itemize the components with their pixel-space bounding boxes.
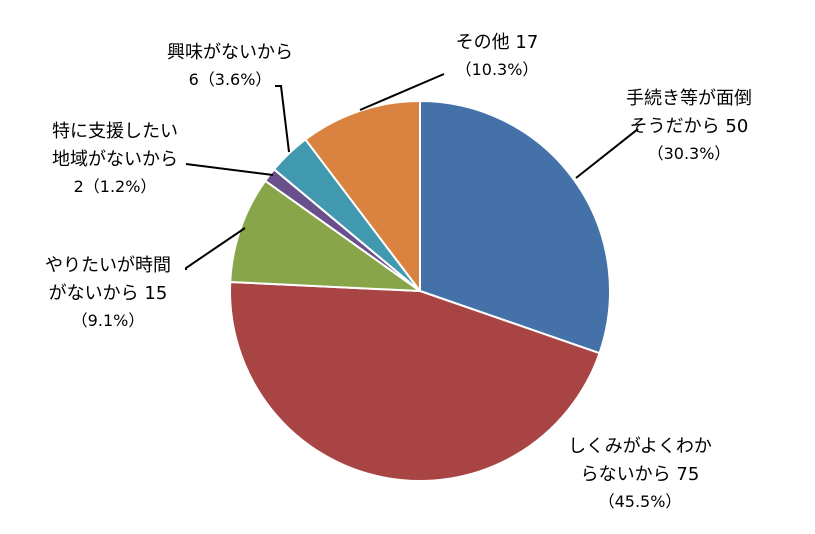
slice-1-percent: （45.5%） <box>599 492 682 511</box>
leader-line-5 <box>359 73 445 111</box>
slice-2-label-line-1: やりたいが時間 <box>45 255 171 276</box>
slice-label-5: その他 17 （10.3%） <box>456 32 539 79</box>
pie-slice-5 <box>304 100 421 292</box>
slice-1-label-line-2: らないから 75 <box>581 464 700 485</box>
slice-4-label-line-1: 興味がないから <box>167 42 293 63</box>
leader-lines <box>185 73 639 270</box>
leader-line-3 <box>185 163 274 176</box>
slice-3-label-line-2: 地域がないから <box>52 149 178 170</box>
slice-4-percent: 6（3.6%） <box>189 70 272 89</box>
slice-5-label-line-1: その他 17 <box>456 32 539 53</box>
slice-label-2: やりたいが時間 がないから 15 （9.1%） <box>45 255 171 330</box>
slice-3-label-line-1: 特に支援したい <box>52 121 178 142</box>
slice-0-label-line-2: そうだから 50 <box>630 116 749 137</box>
slice-0-percent: （30.3%） <box>648 144 731 163</box>
pie-slice-1 <box>229 280 601 482</box>
slice-label-3: 特に支援したい 地域がないから 2（1.2%） <box>52 121 178 196</box>
leader-line-4 <box>275 85 290 153</box>
slice-0-label-line-1: 手続き等が面倒 <box>626 88 752 109</box>
pie-slice-0 <box>419 100 611 355</box>
slice-3-percent: 2（1.2%） <box>74 177 157 196</box>
slice-1-label-line-1: しくみがよくわか <box>568 436 712 457</box>
slice-5-percent: （10.3%） <box>456 60 539 79</box>
leader-line-2 <box>185 227 246 270</box>
pie-slices <box>229 100 611 482</box>
slice-label-4: 興味がないから 6（3.6%） <box>167 42 293 89</box>
slice-2-label-line-2: がないから 15 <box>49 283 168 304</box>
slice-2-percent: （9.1%） <box>72 311 145 330</box>
leader-line-0 <box>575 128 639 179</box>
slice-label-0: 手続き等が面倒 そうだから 50 （30.3%） <box>626 88 752 163</box>
slice-label-1: しくみがよくわか らないから 75 （45.5%） <box>568 436 712 511</box>
pie-slice-2 <box>229 179 421 292</box>
